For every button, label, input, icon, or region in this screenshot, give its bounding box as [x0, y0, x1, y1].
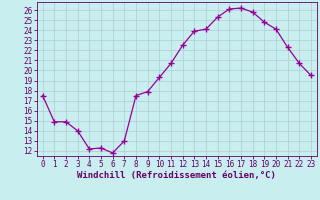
X-axis label: Windchill (Refroidissement éolien,°C): Windchill (Refroidissement éolien,°C)	[77, 171, 276, 180]
